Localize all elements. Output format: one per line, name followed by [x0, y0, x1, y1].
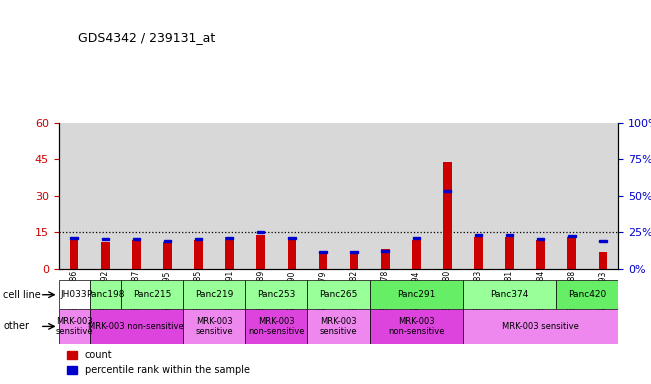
Bar: [102, 238, 109, 240]
Text: MRK-003
non-sensitive: MRK-003 non-sensitive: [248, 317, 305, 336]
Bar: [319, 251, 327, 253]
Text: MRK-003
sensitive: MRK-003 sensitive: [320, 317, 357, 336]
Bar: [474, 237, 483, 269]
Bar: [59, 309, 90, 344]
Bar: [163, 242, 172, 269]
Bar: [318, 252, 327, 269]
Bar: [381, 249, 389, 269]
Bar: [226, 237, 234, 239]
Text: JH033: JH033: [61, 290, 87, 299]
Bar: [288, 237, 296, 239]
Text: MRK-003
sensitive: MRK-003 sensitive: [55, 317, 93, 336]
Bar: [556, 280, 618, 309]
Text: Panc215: Panc215: [133, 290, 171, 299]
Bar: [381, 250, 389, 252]
Bar: [195, 238, 202, 240]
Bar: [599, 240, 607, 242]
Bar: [133, 238, 140, 240]
Text: Panc198: Panc198: [86, 290, 124, 299]
Text: other: other: [3, 321, 29, 331]
Bar: [101, 242, 109, 269]
Text: Panc420: Panc420: [568, 290, 607, 299]
Text: GDS4342 / 239131_at: GDS4342 / 239131_at: [78, 31, 215, 44]
Text: MRK-003 non-sensitive: MRK-003 non-sensitive: [89, 322, 184, 331]
Bar: [463, 309, 618, 344]
Bar: [307, 280, 370, 309]
Bar: [537, 238, 544, 240]
Bar: [70, 240, 79, 269]
Bar: [443, 162, 452, 269]
Bar: [257, 231, 264, 233]
Bar: [183, 309, 245, 344]
Bar: [70, 237, 78, 239]
Bar: [413, 237, 420, 239]
Bar: [412, 240, 421, 269]
Bar: [350, 251, 358, 253]
Bar: [475, 234, 482, 236]
Bar: [245, 280, 307, 309]
Bar: [256, 235, 265, 269]
Bar: [288, 237, 296, 269]
Text: Panc291: Panc291: [397, 290, 436, 299]
Bar: [506, 234, 514, 236]
Legend: count, percentile rank within the sample: count, percentile rank within the sample: [63, 346, 254, 379]
Bar: [370, 280, 463, 309]
Text: MRK-003
non-sensitive: MRK-003 non-sensitive: [388, 317, 445, 336]
Bar: [568, 237, 576, 269]
Bar: [121, 280, 183, 309]
Bar: [568, 235, 575, 237]
Text: Panc253: Panc253: [257, 290, 296, 299]
Bar: [132, 240, 141, 269]
Bar: [463, 280, 556, 309]
Bar: [350, 252, 359, 269]
Bar: [245, 309, 307, 344]
Text: Panc219: Panc219: [195, 290, 233, 299]
Bar: [443, 190, 451, 192]
Text: MRK-003 sensitive: MRK-003 sensitive: [503, 322, 579, 331]
Text: Panc374: Panc374: [490, 290, 529, 299]
Bar: [90, 280, 121, 309]
Bar: [307, 309, 370, 344]
Bar: [370, 309, 463, 344]
Bar: [163, 240, 171, 242]
Bar: [536, 240, 545, 269]
Text: MRK-003
sensitive: MRK-003 sensitive: [195, 317, 233, 336]
Text: Panc265: Panc265: [320, 290, 357, 299]
Text: cell line: cell line: [3, 290, 41, 300]
Bar: [59, 280, 90, 309]
Bar: [225, 237, 234, 269]
Bar: [598, 252, 607, 269]
Bar: [90, 309, 183, 344]
Bar: [194, 240, 203, 269]
Bar: [505, 237, 514, 269]
Bar: [183, 280, 245, 309]
